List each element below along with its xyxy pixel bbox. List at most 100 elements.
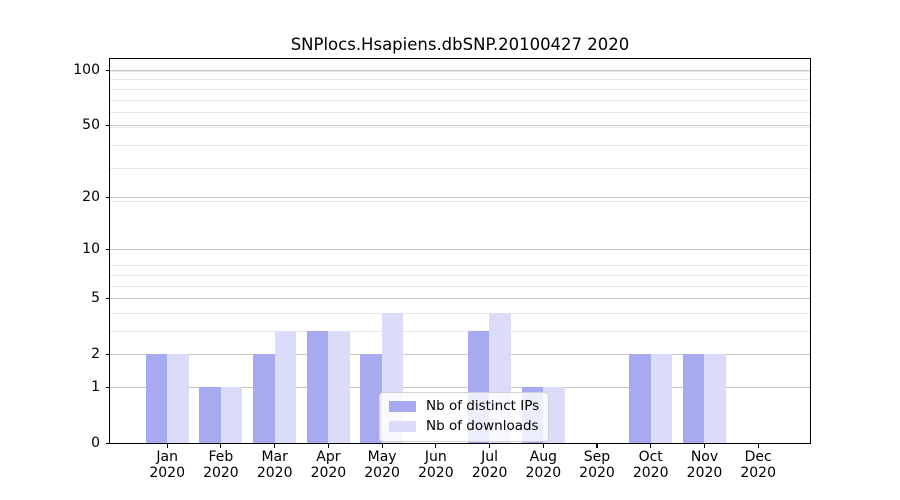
gridline-minor-99 (110, 70, 810, 72)
x-tick-mar (274, 444, 276, 449)
gridline-minor-3 (110, 331, 810, 332)
bar-mar-ips (253, 354, 275, 443)
month-label: Nov (690, 449, 719, 465)
bar-apr-downloads (328, 331, 350, 443)
year-label: 2020 (579, 465, 615, 481)
x-tick-label-jun: Jun 2020 (404, 449, 468, 481)
bar-mar-downloads (274, 331, 296, 443)
y-tick-1 (105, 386, 110, 388)
bar-oct-ips (629, 354, 651, 443)
y-tick-label-100: 100 (73, 62, 100, 79)
year-label: 2020 (417, 465, 454, 481)
year-label: 2020 (525, 465, 562, 481)
y-tick-label-5: 5 (91, 290, 100, 307)
y-tick-label-0: 0 (91, 435, 100, 452)
x-tick-jan (166, 444, 168, 449)
x-tick-label-jul: Jul 2020 (458, 449, 522, 481)
gridline-major-20 (110, 196, 810, 198)
y-tick-20 (105, 196, 110, 198)
x-tick-aug (542, 444, 544, 449)
y-tick-label-50: 50 (82, 117, 100, 134)
month-label: Jan (156, 449, 178, 465)
x-tick-label-apr: Apr 2020 (296, 449, 360, 481)
x-tick-label-sep: Sep 2020 (565, 449, 629, 481)
bar-oct-downloads (650, 354, 672, 443)
gridline-major-1 (110, 387, 810, 388)
x-tick-label-nov: Nov 2020 (673, 449, 737, 481)
gridline-minor-39 (110, 144, 810, 146)
y-tick-50 (105, 124, 110, 126)
x-tick-label-aug: Aug 2020 (511, 449, 575, 481)
legend-swatch-distinct-ips (389, 401, 416, 412)
gridline-major-100 (110, 70, 810, 71)
y-tick-label-10: 10 (82, 241, 100, 258)
bar-nov-ips (682, 354, 705, 443)
legend-swatch-downloads (389, 421, 416, 432)
year-label: 2020 (256, 465, 293, 481)
month-label: Apr (316, 449, 341, 465)
bar-feb-ips (199, 387, 221, 443)
gridline-minor-59 (110, 112, 810, 114)
gridline-minor-29 (110, 168, 810, 170)
y-tick-label-20: 20 (82, 189, 100, 206)
x-tick-jul (489, 444, 491, 449)
year-label: 2020 (740, 465, 776, 481)
legend: Nb of distinct IPs Nb of downloads (379, 392, 550, 442)
month-label: Aug (529, 449, 557, 465)
chart-title: SNPlocs.Hsapiens.dbSNP.20100427 2020 (290, 35, 630, 54)
month-label: Jun (424, 449, 447, 465)
x-tick-label-mar: Mar 2020 (243, 449, 307, 481)
month-label: May (367, 449, 397, 465)
y-tick-label-1: 1 (91, 379, 100, 396)
month-label: Dec (744, 449, 772, 465)
legend-label-downloads: Nb of downloads (426, 418, 539, 434)
bar-apr-ips (306, 331, 329, 443)
gridline-minor-8 (110, 265, 810, 267)
bar-feb-downloads (220, 387, 243, 443)
month-label: Oct (638, 449, 663, 465)
x-tick-label-jan: Jan 2020 (135, 449, 199, 481)
gridline-major-50 (110, 125, 810, 127)
x-tick-label-feb: Feb 2020 (189, 449, 253, 481)
x-tick-may (381, 444, 383, 449)
x-tick-sep (596, 444, 598, 449)
legend-label-distinct-ips: Nb of distinct IPs (426, 398, 540, 414)
y-tick-0 (105, 442, 110, 444)
bar-jan-downloads (167, 354, 189, 443)
legend-item-distinct-ips: Nb of distinct IPs (389, 398, 539, 415)
x-tick-label-oct: Oct 2020 (619, 449, 683, 481)
month-label: Jul (481, 449, 499, 465)
year-label: 2020 (203, 465, 239, 481)
month-label: Sep (583, 449, 611, 465)
gridline-minor-19 (110, 200, 810, 202)
y-tick-2 (105, 353, 110, 355)
gridline-minor-69 (110, 99, 810, 101)
year-label: 2020 (632, 465, 669, 481)
gridline-minor-49 (110, 126, 810, 128)
gridline-minor-79 (110, 88, 810, 90)
y-tick-100 (105, 69, 110, 71)
plot-area (109, 58, 811, 444)
gridline-minor-4 (110, 312, 810, 314)
gridline-minor-6 (110, 285, 810, 287)
gridline-minor-89 (110, 79, 810, 81)
gridline-major-5 (110, 298, 810, 300)
gridline-major-10 (110, 249, 810, 251)
y-tick-5 (105, 297, 110, 299)
x-tick-apr (327, 444, 329, 449)
year-label: 2020 (149, 465, 185, 481)
bar-jan-ips (145, 354, 167, 443)
x-tick-label-may: May 2020 (350, 449, 414, 481)
x-tick-jun (435, 444, 437, 449)
year-label: 2020 (686, 465, 723, 481)
x-tick-feb (220, 444, 222, 449)
y-tick-label-2: 2 (91, 346, 100, 363)
year-label: 2020 (310, 465, 347, 481)
month-label: Feb (208, 449, 234, 465)
year-label: 2020 (471, 465, 508, 481)
bar-nov-downloads (704, 354, 726, 443)
bar-may-ips (360, 354, 382, 443)
gridline-major-2 (110, 354, 810, 356)
year-label: 2020 (364, 465, 400, 481)
